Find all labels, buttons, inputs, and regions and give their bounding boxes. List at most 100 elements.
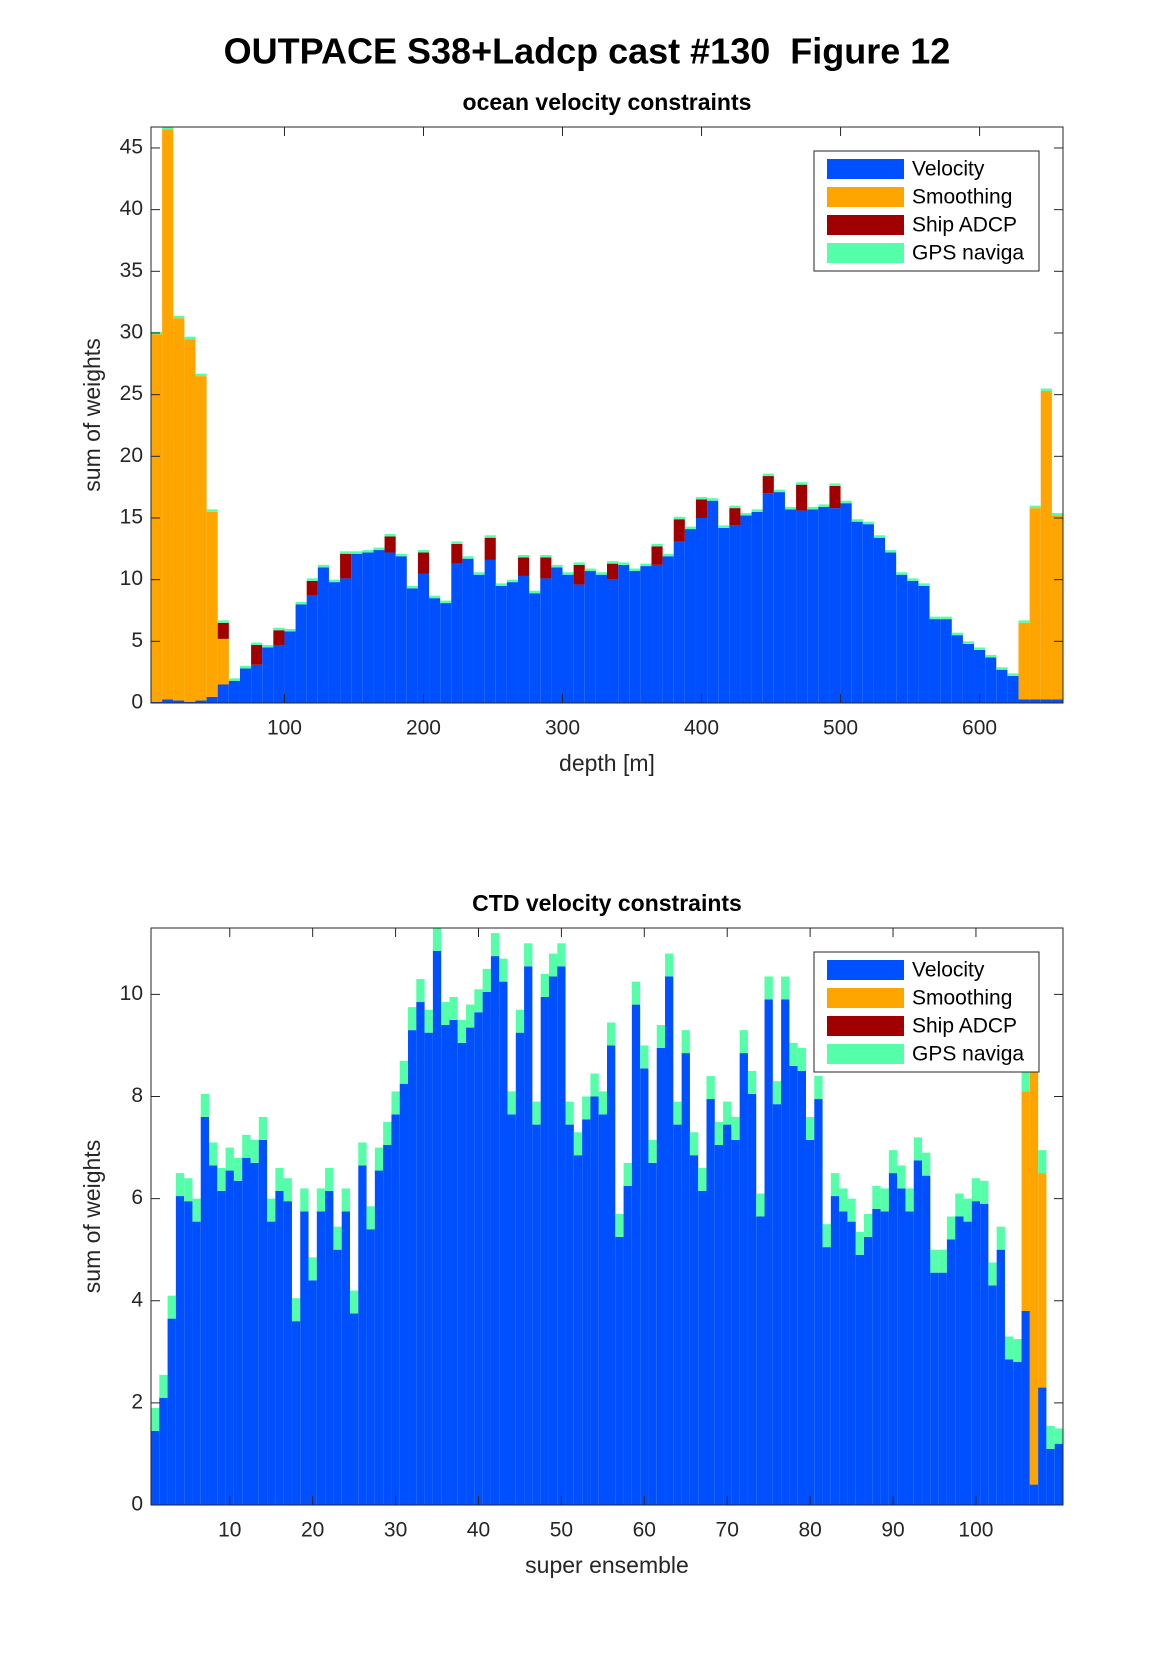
bar-segment — [840, 503, 852, 703]
legend-swatch — [827, 243, 904, 263]
bar-segment — [929, 619, 941, 703]
bar-segment — [239, 665, 252, 669]
bar-segment — [159, 1374, 168, 1398]
bar-segment — [584, 571, 596, 703]
bar-segment — [529, 593, 541, 703]
bar-segment — [175, 1173, 185, 1197]
x-tick-label: 70 — [716, 1519, 739, 1542]
legend-label: Smoothing — [912, 186, 1012, 209]
bar-segment — [1029, 505, 1041, 509]
x-tick-label: 100 — [958, 1519, 993, 1542]
bar-segment — [855, 1231, 865, 1255]
bar-segment — [162, 127, 174, 130]
bar-segment — [341, 1188, 350, 1212]
bar-segment — [872, 1208, 881, 1505]
bar-segment — [518, 554, 530, 558]
bar-segment — [797, 1070, 806, 1505]
bar-segment — [847, 1198, 856, 1222]
bar-segment — [615, 1213, 624, 1237]
bar-segment — [167, 1318, 176, 1505]
bar-segment — [963, 1198, 972, 1222]
bar-segment — [233, 1157, 243, 1181]
bar-segment — [328, 582, 341, 703]
bar-segment — [441, 1002, 450, 1026]
bar-segment — [424, 1032, 433, 1505]
chart-title: CTD velocity constraints — [472, 890, 742, 916]
legend-swatch — [827, 1016, 904, 1036]
bar-segment — [1038, 1150, 1047, 1174]
bar-segment — [873, 537, 886, 703]
bar-segment — [429, 598, 441, 703]
bar-segment — [440, 603, 452, 703]
x-axis-label: depth [m] — [559, 750, 655, 776]
bar-segment — [300, 1211, 309, 1505]
bar-segment — [873, 535, 886, 538]
bar-segment — [684, 529, 696, 703]
bar-segment — [851, 521, 863, 703]
bar-segment — [648, 1162, 657, 1505]
bar-segment — [518, 575, 530, 703]
y-axis-label: sum of weights — [79, 338, 105, 491]
bar-segment — [349, 1290, 359, 1314]
bar-segment — [200, 1116, 210, 1505]
bar-segment — [1021, 1068, 1030, 1092]
bar-segment — [1007, 675, 1019, 703]
bar-segment — [557, 943, 566, 967]
bar-segment — [325, 1167, 334, 1191]
bar-segment — [829, 485, 841, 509]
y-tick-label: 0 — [131, 1493, 143, 1516]
bar-segment — [417, 552, 430, 574]
bar-segment — [167, 1295, 176, 1319]
bar-segment — [273, 645, 285, 703]
legend-label: Ship ADCP — [912, 214, 1017, 237]
bar-segment — [946, 1216, 956, 1240]
y-tick-label: 8 — [131, 1084, 143, 1107]
bar-segment — [739, 1030, 748, 1054]
bar-segment — [862, 524, 874, 703]
legend-swatch — [827, 1044, 904, 1064]
bar-segment — [317, 564, 329, 568]
bar-segment — [582, 1096, 591, 1120]
legend-swatch — [827, 187, 904, 207]
y-tick-label: 15 — [120, 506, 143, 529]
bar-segment — [1046, 1425, 1055, 1449]
bar-segment — [789, 1042, 798, 1066]
bar-segment — [773, 489, 785, 493]
bar-segment — [729, 508, 741, 526]
bar-segment — [723, 1124, 732, 1505]
bar-segment — [424, 1009, 433, 1033]
bar-segment — [922, 1152, 931, 1176]
bar-segment — [796, 482, 808, 485]
bar-segment — [151, 701, 163, 703]
bar-segment — [985, 657, 997, 703]
bar-segment — [764, 999, 773, 1505]
bar-segment — [474, 1012, 483, 1505]
bar-segment — [573, 1132, 583, 1156]
bar-segment — [930, 1272, 939, 1505]
bar-segment — [656, 1047, 666, 1505]
bar-segment — [383, 1122, 392, 1146]
bar-segment — [689, 1132, 699, 1156]
bar-segment — [374, 1147, 384, 1171]
bar-segment — [822, 1224, 831, 1248]
bar-segment — [490, 956, 500, 1505]
bar-segment — [384, 536, 396, 553]
bar-segment — [731, 1116, 740, 1140]
bar-segment — [888, 1150, 898, 1174]
bar-segment — [384, 552, 396, 703]
bar-segment — [362, 552, 374, 703]
bar-segment — [333, 1249, 342, 1505]
bar-segment — [665, 976, 674, 1505]
x-tick-label: 30 — [384, 1519, 407, 1542]
bar-segment — [416, 1002, 425, 1505]
bar-segment — [506, 582, 519, 703]
bar-segment — [751, 511, 763, 703]
bar-segment — [217, 1167, 226, 1191]
bar-segment — [250, 1139, 259, 1163]
bar-segment — [695, 517, 708, 703]
bar-segment — [623, 1162, 632, 1186]
legend-label: Ship ADCP — [912, 1015, 1017, 1038]
bar-segment — [250, 1162, 259, 1505]
bar-segment — [449, 996, 458, 1020]
bar-segment — [451, 563, 463, 703]
